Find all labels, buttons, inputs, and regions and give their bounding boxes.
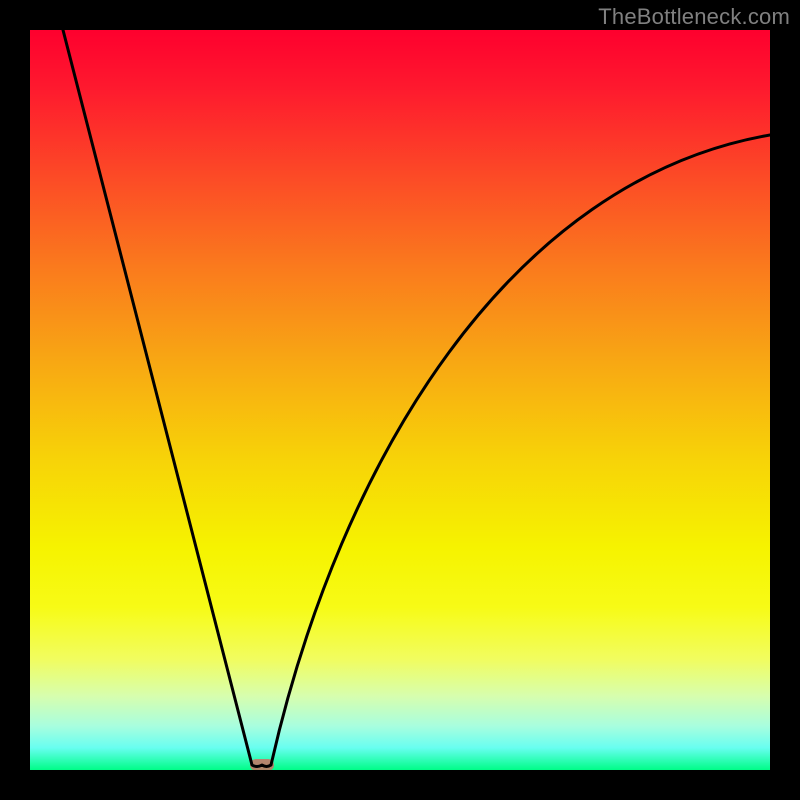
watermark-text: TheBottleneck.com xyxy=(598,4,790,30)
plot-area xyxy=(30,30,770,770)
gradient-background xyxy=(30,30,770,770)
